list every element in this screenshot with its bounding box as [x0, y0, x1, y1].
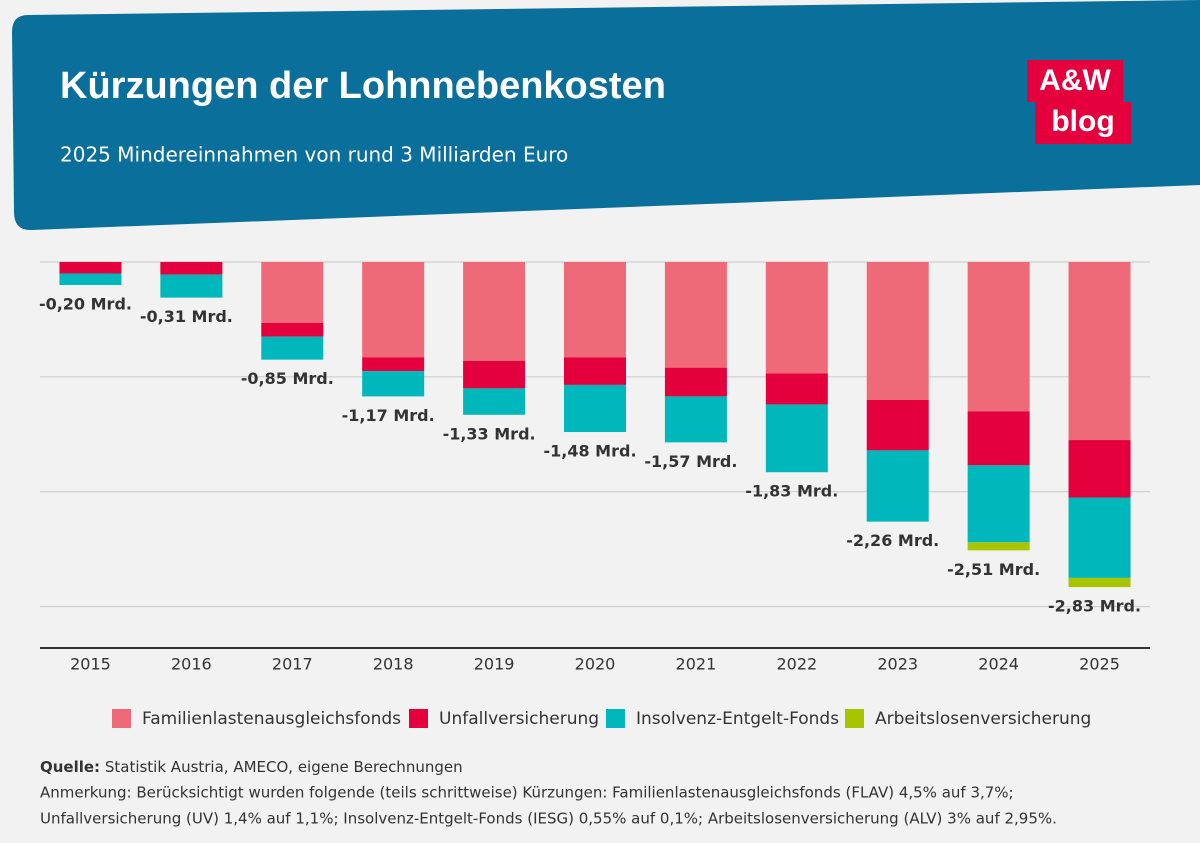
- bar-segment: [362, 262, 425, 358]
- source-text: Statistik Austria, AMECO, eigene Berechn…: [105, 758, 463, 776]
- total-label: -1,83 Mrd.: [745, 482, 838, 501]
- bar-segment: [160, 262, 223, 275]
- legend-label: Unfallversicherung: [439, 709, 599, 729]
- bar-segment: [765, 373, 828, 405]
- bar-segment: [261, 262, 324, 323]
- bar-segment: [866, 262, 929, 400]
- bar-segment: [59, 262, 122, 274]
- bar-segment: [160, 274, 223, 298]
- bar-segment: [765, 404, 828, 473]
- bar-segment: [967, 465, 1030, 543]
- total-label: -1,57 Mrd.: [644, 452, 737, 471]
- header-band: [12, 0, 1200, 231]
- x-tick-label: 2015: [70, 655, 111, 674]
- x-tick-label: 2017: [272, 655, 313, 674]
- legend-swatch: [112, 709, 131, 728]
- legend-label: Arbeitslosenversicherung: [875, 709, 1091, 729]
- bar-segment: [967, 262, 1030, 412]
- x-tick-label: 2021: [676, 655, 717, 674]
- legend-swatch: [409, 709, 428, 728]
- chart-subtitle: 2025 Mindereinnahmen von rund 3 Milliard…: [60, 143, 568, 167]
- x-tick-label: 2020: [575, 655, 616, 674]
- bar-segment: [866, 450, 929, 522]
- bar-segment: [967, 411, 1030, 466]
- x-tick-label: 2024: [978, 655, 1019, 674]
- logo-box: [1027, 60, 1123, 102]
- x-tick-label: 2022: [776, 655, 817, 674]
- legend-swatch: [606, 709, 625, 728]
- total-label: -2,26 Mrd.: [846, 531, 939, 550]
- bar-segment: [463, 262, 526, 361]
- logo-box: [1035, 102, 1131, 144]
- legend-swatch: [845, 709, 864, 728]
- total-label: -0,20 Mrd.: [39, 294, 132, 313]
- bar-segment: [261, 322, 324, 337]
- total-label: -1,48 Mrd.: [543, 442, 636, 461]
- bar-segment: [463, 388, 526, 415]
- total-label: -2,51 Mrd.: [947, 560, 1040, 579]
- source: Quelle: Statistik Austria, AMECO, eigene…: [40, 758, 463, 776]
- total-label: -1,17 Mrd.: [342, 406, 435, 425]
- x-tick-label: 2023: [877, 655, 918, 674]
- logo-text: A&W: [1039, 64, 1111, 97]
- bar-segment: [564, 357, 626, 385]
- bar-segment: [765, 262, 828, 374]
- bar-segment: [564, 384, 626, 433]
- x-tick-label: 2018: [373, 655, 414, 674]
- total-label: -0,31 Mrd.: [140, 307, 233, 326]
- source-label: Quelle:: [40, 758, 100, 776]
- bar-segment: [1068, 440, 1131, 498]
- note: Anmerkung: Berücksichtigt wurden folgend…: [40, 784, 1014, 802]
- total-label: -1,33 Mrd.: [443, 424, 536, 443]
- total-label: -2,83 Mrd.: [1048, 597, 1141, 616]
- bar-segment: [664, 396, 727, 443]
- bar-segment: [463, 360, 526, 389]
- bar-segment: [866, 399, 929, 451]
- total-label: -0,85 Mrd.: [241, 369, 334, 388]
- x-tick-label: 2016: [171, 655, 212, 674]
- bar-segment: [362, 357, 425, 372]
- legend-label: Insolvenz-Entgelt-Fonds: [636, 709, 839, 729]
- note: Unfallversicherung (UV) 1,4% auf 1,1%; I…: [40, 810, 1057, 828]
- x-tick-label: 2019: [474, 655, 515, 674]
- bar-segment: [1068, 497, 1131, 578]
- bar-segment: [1068, 577, 1131, 588]
- logo-text: blog: [1051, 105, 1114, 138]
- bar-segment: [261, 336, 324, 360]
- chart-title: Kürzungen der Lohnnebenkosten: [60, 65, 666, 107]
- bar-segment: [967, 542, 1030, 551]
- bar-segment: [564, 262, 626, 358]
- x-tick-label: 2025: [1079, 655, 1120, 674]
- bar-segment: [664, 262, 727, 368]
- legend-label: Familienlastenausgleichsfonds: [142, 709, 401, 729]
- bar-segment: [59, 273, 122, 285]
- bar-segment: [664, 367, 727, 397]
- bar-segment: [362, 371, 425, 397]
- bar-segment: [1068, 262, 1131, 441]
